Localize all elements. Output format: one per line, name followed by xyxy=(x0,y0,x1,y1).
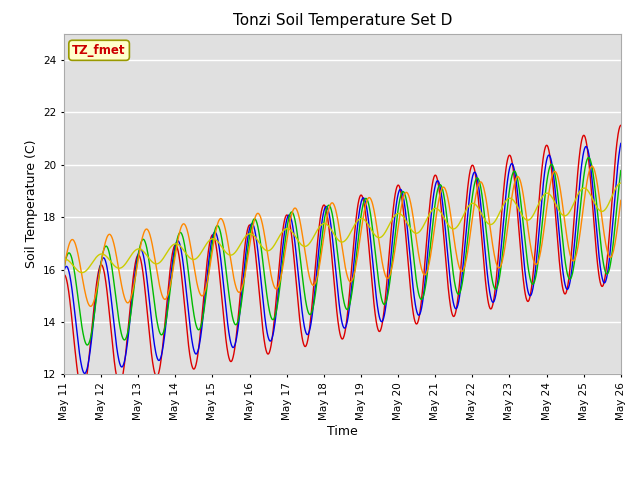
Legend: -2cm, -4cm, -8cm, -16cm, -32cm: -2cm, -4cm, -8cm, -16cm, -32cm xyxy=(138,475,547,480)
Title: Tonzi Soil Temperature Set D: Tonzi Soil Temperature Set D xyxy=(233,13,452,28)
Y-axis label: Soil Temperature (C): Soil Temperature (C) xyxy=(24,140,38,268)
Text: TZ_fmet: TZ_fmet xyxy=(72,44,126,57)
X-axis label: Time: Time xyxy=(327,425,358,438)
